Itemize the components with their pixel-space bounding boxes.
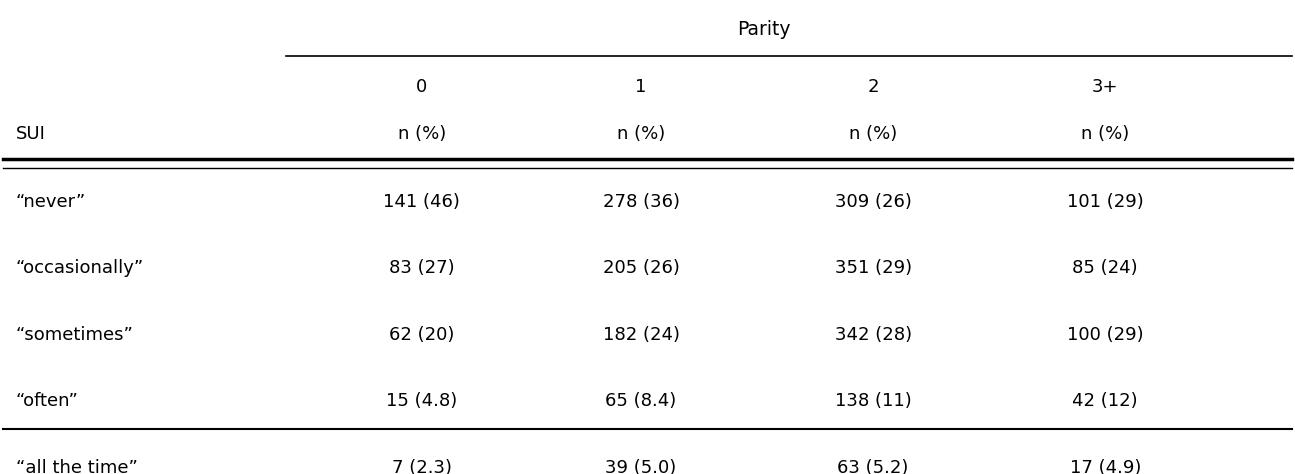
Text: 63 (5.2): 63 (5.2) [838,459,909,474]
Text: 7 (2.3): 7 (2.3) [392,459,452,474]
Text: 42 (12): 42 (12) [1072,392,1138,410]
Text: 205 (26): 205 (26) [602,259,680,277]
Text: 342 (28): 342 (28) [834,326,912,344]
Text: 101 (29): 101 (29) [1067,193,1143,211]
Text: 278 (36): 278 (36) [602,193,680,211]
Text: 85 (24): 85 (24) [1072,259,1138,277]
Text: 83 (27): 83 (27) [388,259,455,277]
Text: “sometimes”: “sometimes” [16,326,133,344]
Text: 65 (8.4): 65 (8.4) [606,392,677,410]
Text: n (%): n (%) [398,125,445,143]
Text: 15 (4.8): 15 (4.8) [386,392,457,410]
Text: 351 (29): 351 (29) [834,259,912,277]
Text: 1: 1 [636,78,646,96]
Text: “occasionally”: “occasionally” [16,259,144,277]
Text: 309 (26): 309 (26) [835,193,912,211]
Text: 62 (20): 62 (20) [390,326,455,344]
Text: 2: 2 [868,78,879,96]
Text: 3+: 3+ [1092,78,1119,96]
Text: 39 (5.0): 39 (5.0) [606,459,677,474]
Text: 138 (11): 138 (11) [835,392,912,410]
Text: Parity: Parity [737,20,790,39]
Text: “all the time”: “all the time” [16,459,137,474]
Text: n (%): n (%) [1081,125,1129,143]
Text: 0: 0 [416,78,427,96]
Text: 141 (46): 141 (46) [383,193,460,211]
Text: “often”: “often” [16,392,79,410]
Text: 182 (24): 182 (24) [602,326,680,344]
Text: “never”: “never” [16,193,85,211]
Text: n (%): n (%) [616,125,666,143]
Text: 17 (4.9): 17 (4.9) [1070,459,1141,474]
Text: n (%): n (%) [850,125,897,143]
Text: 100 (29): 100 (29) [1067,326,1143,344]
Text: SUI: SUI [16,125,45,143]
